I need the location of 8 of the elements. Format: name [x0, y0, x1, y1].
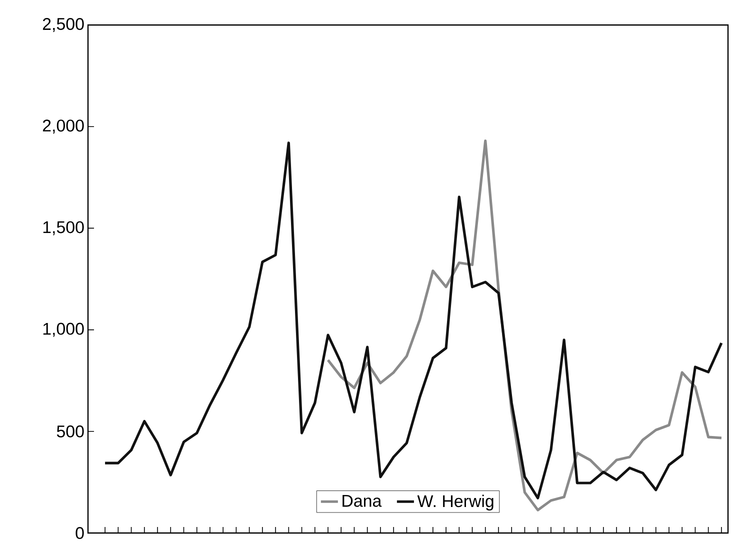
- y-tick-label: 500: [56, 425, 84, 438]
- legend-label: W. Herwig: [417, 494, 494, 511]
- y-tick-label: 0: [76, 527, 84, 539]
- legend-label: Dana: [342, 495, 382, 507]
- y-tick-label: 1,000: [43, 322, 84, 337]
- y-tick-label: 2,000: [42, 120, 84, 134]
- y-tick-label: 1,500: [43, 221, 84, 236]
- y-tick-label: 2,500: [42, 18, 84, 32]
